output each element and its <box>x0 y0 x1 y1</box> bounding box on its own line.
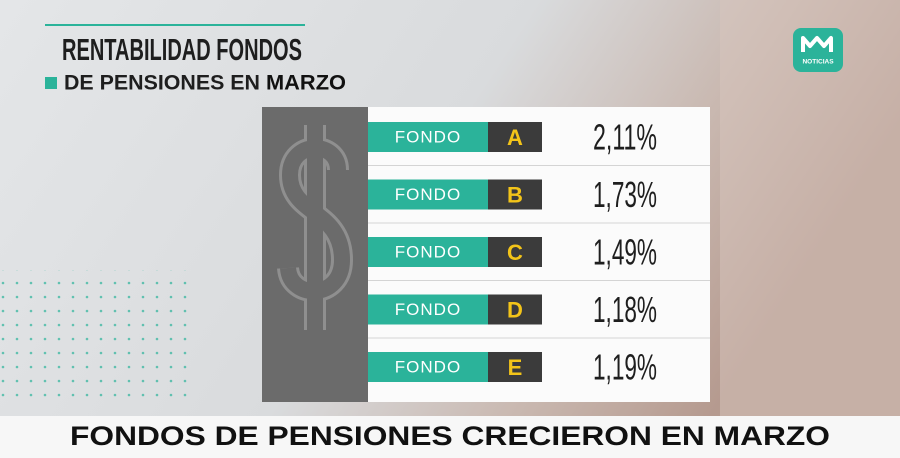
fund-letter: E <box>508 355 523 380</box>
fund-letter-box <box>488 294 542 325</box>
logo-label: NOTICIAS <box>802 59 834 66</box>
fund-letter-box <box>488 179 542 210</box>
fund-label: FONDO <box>395 357 461 376</box>
title-line2-bold: MARZO <box>266 72 346 95</box>
footer-headline: FONDOS DE PENSIONES CRECIERON EN MARZO <box>70 421 830 451</box>
fund-label: FONDO <box>395 300 461 319</box>
footer-band <box>0 416 900 458</box>
dollar-icon-inner <box>280 125 351 330</box>
title-bullet <box>45 77 57 89</box>
fund-label-box <box>368 237 488 267</box>
fund-return: 1,19% <box>593 347 657 388</box>
fund-label: FONDO <box>395 127 461 146</box>
fund-letter-box <box>488 237 542 267</box>
fund-label-box <box>368 294 488 325</box>
fund-return: 1,18% <box>593 289 657 330</box>
fund-label: FONDO <box>395 185 461 204</box>
fund-letter: C <box>507 240 523 265</box>
dot-pattern <box>0 270 190 400</box>
logo-mark <box>801 36 833 52</box>
fund-label-box <box>368 179 488 210</box>
fund-label: FONDO <box>395 242 461 261</box>
fund-letter: A <box>507 125 523 150</box>
fund-letter-box <box>488 352 542 382</box>
fund-label-box <box>368 352 488 382</box>
fund-label-box <box>368 122 488 152</box>
fund-letter: D <box>507 297 523 322</box>
table: FONDO A 2,11% FONDO B 1,73% FONDO C 1,49% FONDO D 1… <box>368 117 710 388</box>
title-line1: RENTABILIDAD FONDOS <box>62 32 302 67</box>
fund-letter: B <box>507 182 523 207</box>
fund-return: 2,11% <box>593 117 657 158</box>
fund-return: 1,73% <box>593 174 657 215</box>
fund-letter-box <box>488 122 542 152</box>
title-line2: DE PENSIONES EN <box>64 72 260 95</box>
fund-return: 1,49% <box>593 232 657 273</box>
